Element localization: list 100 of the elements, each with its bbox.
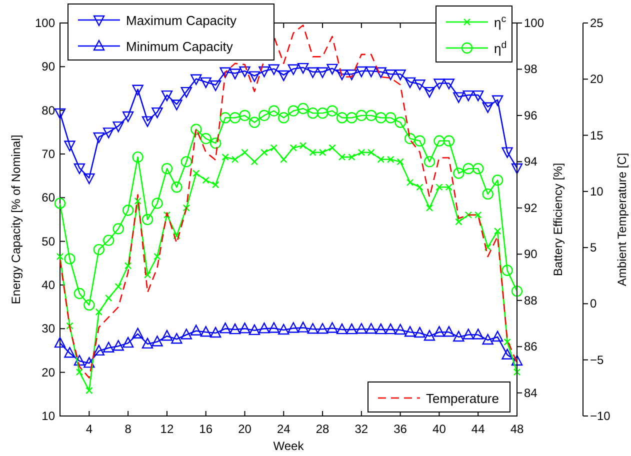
point bbox=[103, 128, 114, 138]
point bbox=[377, 156, 384, 163]
point bbox=[76, 368, 84, 376]
point bbox=[406, 178, 414, 186]
point bbox=[270, 144, 278, 152]
legend-label: η$^{c}$ bbox=[494, 14, 506, 30]
point bbox=[492, 174, 504, 186]
point bbox=[288, 322, 299, 333]
point bbox=[93, 132, 104, 144]
point bbox=[394, 324, 406, 335]
point bbox=[180, 156, 192, 168]
y3-tick-label: 20 bbox=[590, 72, 604, 86]
point bbox=[443, 78, 455, 90]
point bbox=[220, 112, 231, 124]
point bbox=[336, 323, 348, 334]
point bbox=[258, 66, 270, 78]
point bbox=[152, 107, 163, 118]
point bbox=[258, 110, 270, 122]
point bbox=[462, 163, 474, 174]
point bbox=[278, 324, 290, 335]
y2-tick-label: 88 bbox=[524, 293, 538, 308]
y2-axis-title: Battery Efficiency [%] bbox=[551, 162, 565, 276]
point bbox=[309, 148, 316, 156]
point bbox=[502, 264, 513, 276]
point bbox=[482, 334, 494, 345]
point bbox=[74, 288, 86, 300]
x-tick-label: 40 bbox=[432, 422, 446, 436]
point bbox=[434, 135, 445, 146]
point bbox=[163, 211, 171, 218]
y2-tick-label: 100 bbox=[524, 16, 544, 30]
point bbox=[338, 153, 346, 161]
point bbox=[443, 135, 455, 146]
point bbox=[74, 163, 86, 174]
point bbox=[142, 116, 154, 127]
point bbox=[366, 110, 377, 122]
y-tick-label: 20 bbox=[42, 365, 56, 380]
point bbox=[161, 330, 173, 341]
point bbox=[492, 95, 504, 106]
point bbox=[171, 100, 182, 110]
point bbox=[260, 148, 268, 156]
point bbox=[414, 80, 426, 90]
point bbox=[66, 322, 74, 330]
point bbox=[105, 294, 112, 302]
point bbox=[375, 323, 386, 334]
point bbox=[210, 80, 222, 92]
legend-label: Temperature bbox=[426, 391, 499, 406]
point bbox=[122, 204, 134, 216]
x-axis-title: Week bbox=[273, 439, 305, 453]
y3-axis-title: Ambient Temperature [C] bbox=[615, 152, 629, 286]
point bbox=[222, 153, 229, 161]
x-tick-label: 48 bbox=[510, 422, 524, 436]
point bbox=[462, 328, 474, 340]
point bbox=[453, 330, 464, 342]
point bbox=[504, 338, 511, 346]
legend-label: Minimum Capacity bbox=[126, 39, 234, 54]
y2-tick-label: 96 bbox=[524, 108, 538, 122]
y2-tick-label: 84 bbox=[524, 386, 538, 400]
point bbox=[368, 148, 375, 156]
point bbox=[404, 77, 416, 88]
x-tick-label: 44 bbox=[471, 422, 486, 436]
y3-tick-label: 5 bbox=[590, 240, 597, 255]
point bbox=[114, 282, 122, 290]
point bbox=[190, 324, 202, 336]
point bbox=[513, 368, 521, 376]
y3-tick-label: −10 bbox=[590, 409, 611, 423]
point bbox=[394, 69, 406, 80]
point bbox=[132, 151, 144, 163]
point bbox=[426, 204, 434, 212]
point bbox=[64, 347, 76, 358]
point bbox=[124, 262, 132, 270]
point bbox=[453, 92, 464, 103]
y-tick-label: 10 bbox=[42, 409, 56, 423]
point bbox=[453, 168, 464, 179]
point bbox=[464, 211, 472, 218]
point bbox=[171, 333, 182, 344]
point bbox=[404, 326, 416, 337]
x-tick-label: 32 bbox=[354, 422, 368, 436]
point bbox=[180, 328, 192, 340]
y-tick-label: 80 bbox=[42, 103, 56, 118]
point bbox=[54, 108, 66, 120]
point bbox=[212, 181, 220, 188]
point bbox=[346, 323, 358, 334]
point bbox=[356, 110, 368, 122]
point bbox=[229, 68, 241, 80]
point bbox=[220, 67, 231, 78]
point bbox=[326, 64, 338, 75]
point bbox=[210, 138, 222, 149]
point bbox=[202, 176, 210, 184]
point bbox=[356, 66, 368, 78]
point bbox=[316, 108, 328, 119]
point bbox=[443, 326, 455, 337]
point bbox=[288, 64, 299, 75]
point bbox=[152, 198, 163, 209]
point bbox=[472, 328, 484, 340]
point bbox=[502, 348, 513, 360]
point bbox=[190, 74, 202, 85]
y3-tick-label: 0 bbox=[590, 296, 597, 311]
point bbox=[142, 214, 154, 226]
point bbox=[154, 252, 161, 260]
point bbox=[239, 66, 250, 78]
